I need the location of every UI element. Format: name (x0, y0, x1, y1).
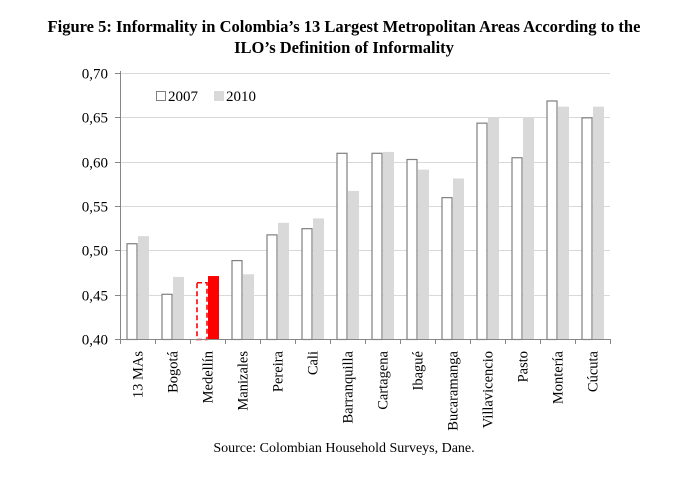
x-axis-labels: 13 MAs Bogotá Medellín Manizales Pereira Cali… (131, 350, 602, 430)
bar-2007 (266, 234, 278, 341)
x-tick-label: Bucaramanga (446, 350, 462, 430)
bar-2010 (488, 117, 499, 339)
bar-2007 (371, 152, 383, 341)
bar-2007 (161, 293, 173, 341)
figure-title-line-1: Figure 5: Informality in Colombia’s 13 L… (47, 17, 641, 36)
bar-2010 (313, 218, 324, 339)
bar-2010 (593, 106, 604, 340)
legend-label-2007: 2007 (168, 89, 199, 105)
x-tick-label: 13 MAs (131, 351, 147, 398)
y-tick-label: 0,60 (82, 156, 108, 172)
bar-2007 (301, 228, 313, 341)
x-tick-label: Barranquilla (341, 350, 357, 423)
bar-2007 (546, 100, 558, 341)
x-tick-label: Manizales (236, 351, 252, 411)
bar-2007 (581, 117, 593, 341)
bar-2007 (441, 197, 453, 341)
x-tick-label: Ibagué (411, 351, 427, 390)
bar-2010 (453, 178, 464, 339)
gridlines (120, 73, 610, 296)
bar-2007 (196, 281, 208, 341)
bar-2010 (523, 117, 534, 339)
y-tick-label: 0,40 (82, 333, 108, 349)
y-tick-label: 0,45 (82, 289, 108, 305)
x-tick-label: Montería (551, 350, 567, 404)
bar-2007 (336, 152, 348, 341)
legend-swatch-2007 (156, 91, 166, 101)
y-tick-label: 0,50 (82, 244, 108, 260)
y-tick-label: 0,65 (82, 111, 108, 127)
y-tick-label: 0,55 (82, 200, 108, 216)
bar-2007 (511, 157, 523, 341)
x-tick-label: Bogotá (166, 350, 182, 392)
bar-2007 (126, 243, 138, 341)
bar-2010 (383, 151, 394, 339)
bar-2007 (476, 122, 488, 341)
bar-2010 (243, 274, 254, 339)
legend: 2007 2010 (156, 89, 256, 105)
x-tick-label: Pereira (271, 350, 287, 392)
legend-label-2010: 2010 (226, 89, 256, 105)
x-tick-label: Pasto (516, 351, 532, 382)
bar-2010 (418, 169, 429, 339)
x-tick-label: Cali (306, 351, 322, 375)
bar-2010 (348, 190, 359, 339)
axes (120, 71, 611, 344)
figure-title-line-2: ILO’s Definition of Informality (234, 38, 454, 57)
bar-2007 (231, 259, 243, 341)
bar-2010 (138, 236, 149, 339)
legend-swatch-2010 (214, 91, 224, 101)
x-tick-label: Villavicencio (481, 351, 497, 428)
bar-2010 (558, 106, 569, 340)
figure-title: Figure 5: Informality in Colombia’s 13 L… (0, 16, 688, 58)
bar-2010 (208, 276, 219, 339)
x-tick-label: Cúcuta (586, 350, 602, 392)
y-axis-ticks: 0,40 0,45 0,50 0,55 0,60 0,65 0,70 (82, 67, 120, 349)
x-tick-label: Medellín (201, 350, 217, 403)
bar-2007 (406, 158, 418, 341)
source-note: Source: Colombian Household Surveys, Dan… (213, 441, 475, 456)
bar-2010 (173, 276, 184, 339)
bars (126, 100, 604, 341)
y-tick-label: 0,70 (82, 67, 108, 83)
bar-2010 (278, 222, 289, 339)
x-tick-label: Cartagena (376, 350, 392, 409)
